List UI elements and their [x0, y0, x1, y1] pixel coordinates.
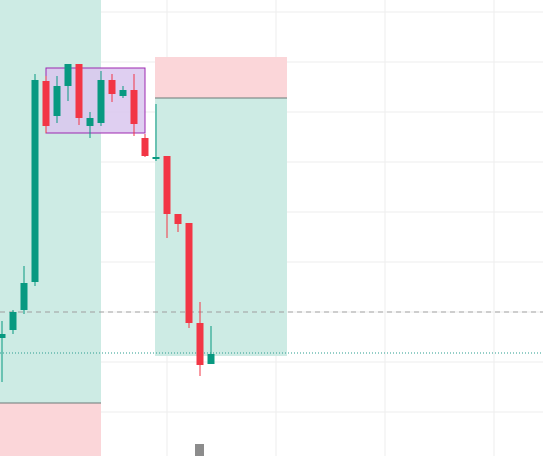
candle-up — [97, 71, 105, 126]
candle-body — [185, 223, 193, 323]
candle-up — [207, 326, 215, 364]
candle-body — [108, 80, 116, 94]
candle-up — [64, 64, 72, 101]
candle-up — [0, 321, 6, 382]
candle-body — [119, 90, 127, 96]
candle-body — [163, 156, 171, 214]
candle-body — [0, 334, 6, 338]
candle-down — [163, 156, 171, 238]
candle-body — [141, 138, 149, 156]
candles — [0, 64, 215, 382]
candle-body — [174, 214, 182, 224]
candle-up — [119, 86, 127, 98]
candle-body — [20, 283, 28, 310]
candle-up — [9, 310, 17, 334]
candle-up — [86, 112, 94, 138]
candle-up — [53, 76, 61, 123]
highlight-rectangle[interactable] — [45, 67, 146, 134]
candle-body — [207, 354, 215, 364]
candle-body — [130, 90, 138, 124]
candle-body — [86, 118, 94, 126]
price-lines — [0, 311, 543, 354]
candle-up — [31, 74, 39, 286]
candle-down — [75, 64, 83, 125]
candle-body — [97, 80, 105, 123]
candle-down — [185, 223, 193, 328]
candle-body — [42, 81, 50, 126]
candle-body — [53, 86, 61, 116]
candle-body — [196, 323, 204, 365]
volume — [195, 444, 204, 456]
volume-bar — [195, 444, 204, 456]
candle-down — [174, 214, 182, 232]
candle-up — [20, 266, 28, 314]
candle-down — [141, 134, 149, 157]
candle-body — [152, 157, 160, 159]
loss-zone — [155, 57, 287, 98]
loss-zone — [0, 403, 101, 456]
candle-down — [130, 74, 138, 136]
candle-up — [152, 104, 160, 161]
candle-body — [31, 80, 39, 282]
candle-body — [9, 312, 17, 330]
candle-body — [64, 64, 72, 86]
candle-down — [42, 76, 50, 133]
candle-down — [108, 74, 116, 102]
profit-zone — [0, 0, 101, 403]
candle-body — [75, 64, 83, 118]
candle-down — [196, 302, 204, 376]
position-zones — [0, 0, 287, 456]
profit-zone — [155, 98, 287, 356]
